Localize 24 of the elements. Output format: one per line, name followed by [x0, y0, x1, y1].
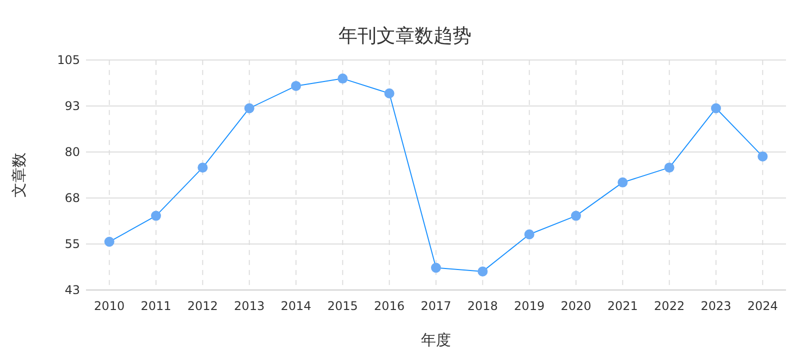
y-tick-label: 68 [64, 191, 80, 205]
y-tick-label: 80 [64, 145, 80, 159]
x-tick-label: 2017 [420, 299, 452, 313]
y-tick-label: 43 [64, 283, 80, 297]
y-tick-label: 105 [57, 53, 80, 67]
y-tick-label: 93 [64, 99, 80, 113]
x-tick-label: 2020 [560, 299, 592, 313]
x-tick-label: 2011 [140, 299, 172, 313]
x-tick-label: 2021 [607, 299, 638, 313]
y-tick-label: 55 [64, 237, 80, 251]
x-tick-label: 2014 [280, 299, 312, 313]
x-tick-label: 2018 [467, 299, 498, 313]
x-tick-label: 2023 [700, 299, 732, 313]
y-axis-title: 文章数 [10, 152, 28, 198]
chart-title: 年刊文章数趋势 [338, 25, 472, 47]
x-tick-label: 2015 [327, 299, 358, 313]
x-tick-label: 2024 [747, 299, 778, 313]
x-tick-label: 2010 [94, 299, 125, 313]
x-axis-title: 年度 [421, 331, 451, 349]
x-tick-label: 2012 [187, 299, 218, 313]
x-tick-label: 2022 [654, 299, 685, 313]
x-tick-label: 2013 [234, 299, 265, 313]
x-tick-label: 2016 [374, 299, 405, 313]
x-tick-label: 2019 [514, 299, 545, 313]
